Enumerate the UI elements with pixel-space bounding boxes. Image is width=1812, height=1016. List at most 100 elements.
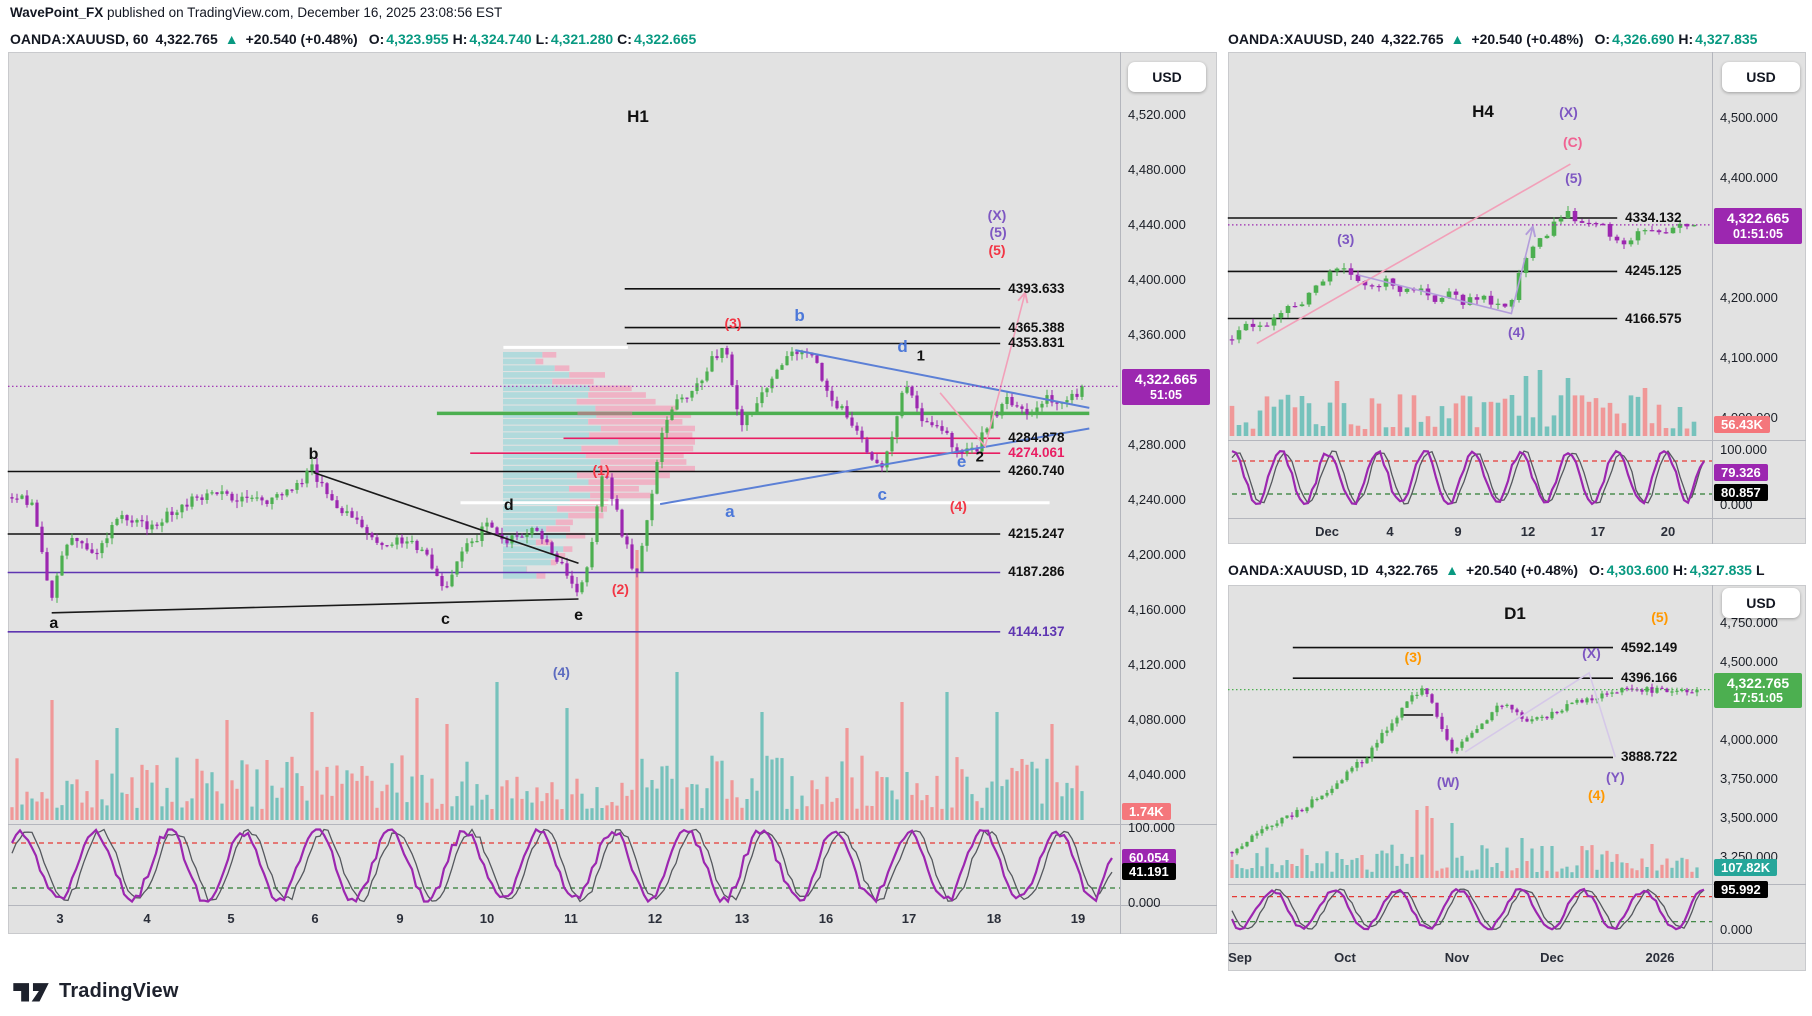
volume-bar: [1320, 426, 1326, 436]
currency-button-d1[interactable]: USD: [1722, 588, 1800, 618]
volume-bar: [1680, 857, 1684, 878]
volume-profile-bar-buy: [503, 365, 555, 371]
volume-bar: [65, 780, 69, 820]
candle-body: [155, 524, 159, 526]
volume-bar: [1595, 869, 1599, 878]
trendline: [1256, 163, 1571, 345]
header-author: WavePoint_FX: [10, 5, 104, 20]
time-axis-label: 2026: [1645, 950, 1675, 965]
volume-bar: [875, 771, 879, 820]
candle-body: [1400, 707, 1404, 718]
candle-body: [890, 436, 894, 452]
chart-legend-h4[interactable]: OANDA:XAUUSD, 240 4,322.765 ▲ +20.540 (+…: [1228, 31, 1804, 47]
time-scale-h1[interactable]: [8, 906, 1120, 934]
price-axis-label: 4,480.000: [1128, 162, 1186, 177]
price-scale-d1[interactable]: [1713, 585, 1806, 943]
time-axis-label: 17: [901, 911, 917, 926]
candle-body: [1250, 323, 1256, 327]
legend-symbol-h4[interactable]: OANDA:XAUUSD, 240: [1228, 31, 1375, 47]
candle-body: [1369, 285, 1375, 287]
volume-bar: [1432, 426, 1438, 436]
wave-label: (4): [1507, 324, 1526, 341]
volume-bar: [790, 776, 794, 820]
volume-bar: [935, 775, 939, 820]
candle-body: [100, 543, 104, 554]
candle-body: [1675, 690, 1679, 692]
price-axis-label: 4,120.000: [1128, 657, 1186, 672]
candle-body: [1380, 732, 1384, 743]
volume-bar: [355, 780, 359, 820]
price-scale-h1[interactable]: [1121, 52, 1217, 905]
volume-bar: [1055, 782, 1059, 820]
candle-body: [1505, 704, 1509, 706]
time-scale-d1[interactable]: [1228, 944, 1712, 971]
volume-bar: [430, 778, 434, 820]
candle-body: [665, 420, 669, 433]
volume-bar: [370, 780, 374, 820]
candle-body: [1470, 732, 1474, 738]
legend-ohlc-h1: O: 4,323.955 H: 4,324.740 L: 4,321.280 C: 4,322…: [365, 31, 697, 47]
time-axis-label: 12: [647, 911, 663, 926]
tradingview-logo[interactable]: TradingView: [12, 976, 179, 1006]
volume-profile-bar-sell: [589, 385, 632, 392]
candle-body: [415, 540, 419, 550]
legend-symbol-d1[interactable]: OANDA:XAUUSD, 1D: [1228, 562, 1369, 578]
candle-body: [1480, 723, 1484, 729]
time-axis-label: 20: [1660, 524, 1676, 539]
candle-body: [270, 497, 274, 504]
candle-body: [505, 539, 509, 544]
time-axis-label: Sep: [1228, 950, 1252, 965]
volume-profile-bar-sell: [588, 419, 683, 425]
candle-body: [740, 409, 744, 426]
volume-bar: [850, 777, 854, 820]
price-axis-label: 4,440.000: [1128, 217, 1186, 232]
candle-body: [1510, 704, 1514, 710]
volume-bar: [275, 797, 279, 820]
candle-body: [1474, 297, 1480, 300]
candle-body: [1305, 807, 1309, 812]
volume-bar: [635, 550, 639, 820]
chart-legend-d1[interactable]: OANDA:XAUUSD, 1D 4,322.765 ▲ +20.540 (+0…: [1228, 562, 1804, 578]
time-scale-h4[interactable]: [1228, 519, 1712, 544]
legend-price-d1: 4,322.765: [1375, 562, 1439, 578]
price-axis-label: 4,200.000: [1720, 290, 1778, 306]
volume-profile-bar-buy: [503, 486, 569, 492]
wave-label: b: [308, 445, 319, 463]
candle-body: [1334, 268, 1340, 272]
candle-body: [580, 582, 584, 593]
volume-bar: [1355, 425, 1361, 436]
candle-body: [1320, 281, 1326, 286]
currency-button-h4[interactable]: USD: [1722, 62, 1800, 92]
time-axis-label: 18: [986, 911, 1002, 926]
price-scale-h4[interactable]: [1713, 52, 1806, 518]
chart-legend-h1[interactable]: OANDA:XAUUSD, 60 4,322.765 ▲ +20.540 (+0…: [10, 31, 1110, 47]
volume-bar: [1365, 869, 1369, 878]
candle-body: [515, 535, 519, 537]
volume-bar: [1649, 423, 1655, 436]
volume-profile-bar-sell: [590, 492, 651, 499]
candle-body: [145, 521, 149, 530]
header-published-text: published on TradingView.com, December 1…: [103, 5, 503, 20]
time-axis-label: 4: [1386, 524, 1394, 539]
candle-body: [750, 413, 754, 415]
candle-body: [960, 451, 964, 454]
currency-button-h1[interactable]: USD: [1128, 62, 1206, 92]
volume-bar: [1665, 858, 1669, 878]
volume-profile-bar-sell: [546, 526, 571, 532]
legend-symbol-h1[interactable]: OANDA:XAUUSD, 60: [10, 31, 149, 47]
wave-label: (3): [1337, 231, 1355, 248]
level-price-label: 4215.247: [1008, 526, 1065, 542]
candle-body: [1348, 268, 1354, 275]
candle-body: [85, 543, 89, 550]
volume-bar: [740, 807, 744, 820]
candle-body: [1415, 694, 1419, 696]
candle-body: [1315, 798, 1319, 801]
volume-bar: [1558, 395, 1564, 436]
volume-bar: [1580, 846, 1584, 878]
candle-body: [1560, 710, 1564, 713]
candle-body: [135, 519, 139, 523]
volume-bar: [1015, 771, 1019, 820]
volume-profile-bar-sell: [555, 519, 573, 526]
candle-body: [1340, 780, 1344, 784]
volume-bar: [575, 778, 579, 820]
